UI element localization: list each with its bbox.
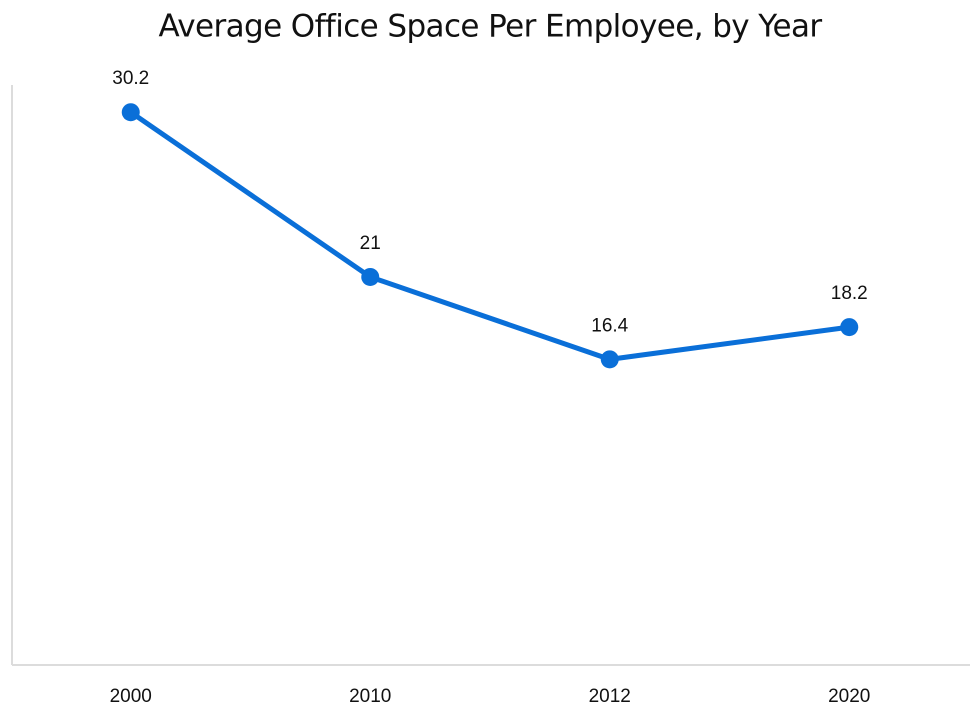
data-point bbox=[121, 103, 140, 122]
data-label: 16.4 bbox=[591, 315, 628, 336]
data-point bbox=[361, 267, 380, 286]
x-tick-label: 2000 bbox=[110, 686, 152, 707]
data-label: 30.2 bbox=[112, 68, 149, 89]
data-point bbox=[840, 318, 859, 337]
x-tick-label: 2010 bbox=[349, 686, 391, 707]
data-label: 18.2 bbox=[831, 283, 868, 304]
data-label: 21 bbox=[360, 233, 381, 254]
x-tick-label: 2012 bbox=[589, 686, 631, 707]
data-point bbox=[600, 350, 619, 369]
chart-title: Average Office Space Per Employee, by Ye… bbox=[158, 9, 822, 45]
x-tick-label: 2020 bbox=[828, 686, 870, 707]
line-series bbox=[129, 110, 850, 362]
